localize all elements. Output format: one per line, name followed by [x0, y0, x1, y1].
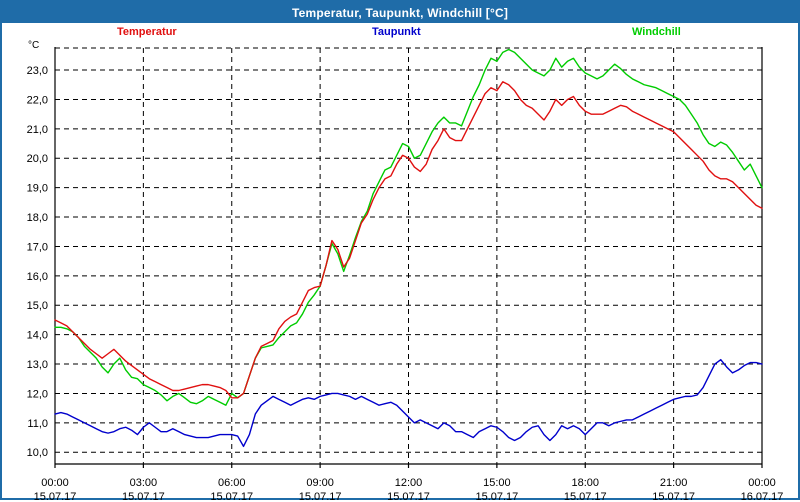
- x-tick-time: 06:00: [218, 477, 246, 489]
- x-axis-tick-labels: 00:00 15.07.17 03:00 15.07.17 06:00 15.07.17 0…: [34, 477, 784, 502]
- y-axis-unit-label: °C: [28, 40, 40, 51]
- x-tick-time: 15:00: [483, 477, 511, 489]
- x-tick-time: 00:00: [41, 477, 69, 489]
- x-tick-date: 15.07.17: [475, 491, 518, 502]
- x-tick-date: 15.07.17: [564, 491, 607, 502]
- x-tick-date: 15.07.17: [122, 491, 165, 502]
- x-tick-date: 15.07.17: [34, 491, 77, 502]
- y-tick-label: 14,0: [27, 330, 48, 342]
- y-tick-label: 16,0: [27, 271, 48, 283]
- y-tick-label: 19,0: [27, 183, 48, 195]
- y-tick-label: 23,0: [27, 65, 48, 77]
- x-tick-time: 03:00: [130, 477, 158, 489]
- y-tick-label: 22,0: [27, 94, 48, 106]
- x-tick-time: 12:00: [395, 477, 423, 489]
- y-tick-label: 21,0: [27, 124, 48, 136]
- axis-lines: [54, 47, 763, 468]
- x-tick-date: 15.07.17: [387, 491, 430, 502]
- x-tick-time: 21:00: [660, 477, 688, 489]
- y-tick-label: 12,0: [27, 388, 48, 400]
- y-tick-label: 11,0: [27, 418, 48, 430]
- legend-item-temperatur: Temperatur: [117, 26, 177, 38]
- window-title-bar: Temperatur, Taupunkt, Windchill [°C]: [2, 2, 798, 23]
- series-line-temperatur: [54, 81, 763, 399]
- x-tick-date: 15.07.17: [210, 491, 253, 502]
- series-line-taupunkt: [54, 358, 763, 448]
- x-tick-date: 15.07.17: [652, 491, 695, 502]
- x-tick-date: 15.07.17: [299, 491, 342, 502]
- legend: Temperatur Taupunkt Windchill: [2, 26, 798, 42]
- series-line-windchill: [54, 48, 763, 406]
- legend-item-windchill: Windchill: [632, 26, 681, 38]
- x-tick-date: 16.07.17: [741, 491, 784, 502]
- x-tick-time: 09:00: [306, 477, 334, 489]
- data-series-group: [54, 48, 763, 448]
- page-title: Temperatur, Taupunkt, Windchill [°C]: [291, 5, 509, 20]
- y-tick-label: 15,0: [27, 300, 48, 312]
- y-axis-tick-labels: 23,0 22,0 21,0 20,0 19,0 18,0 17,0 16,0 15,0 14,0…: [27, 65, 48, 459]
- gridlines: [55, 47, 762, 464]
- y-tick-label: 10,0: [27, 447, 48, 459]
- y-tick-label: 18,0: [27, 212, 48, 224]
- legend-item-taupunkt: Taupunkt: [372, 26, 421, 38]
- y-tick-label: 13,0: [27, 359, 48, 371]
- x-tick-time: 18:00: [571, 477, 599, 489]
- x-tick-time: 00:00: [748, 477, 776, 489]
- y-tick-label: 17,0: [27, 241, 48, 253]
- y-tick-label: 20,0: [27, 153, 48, 165]
